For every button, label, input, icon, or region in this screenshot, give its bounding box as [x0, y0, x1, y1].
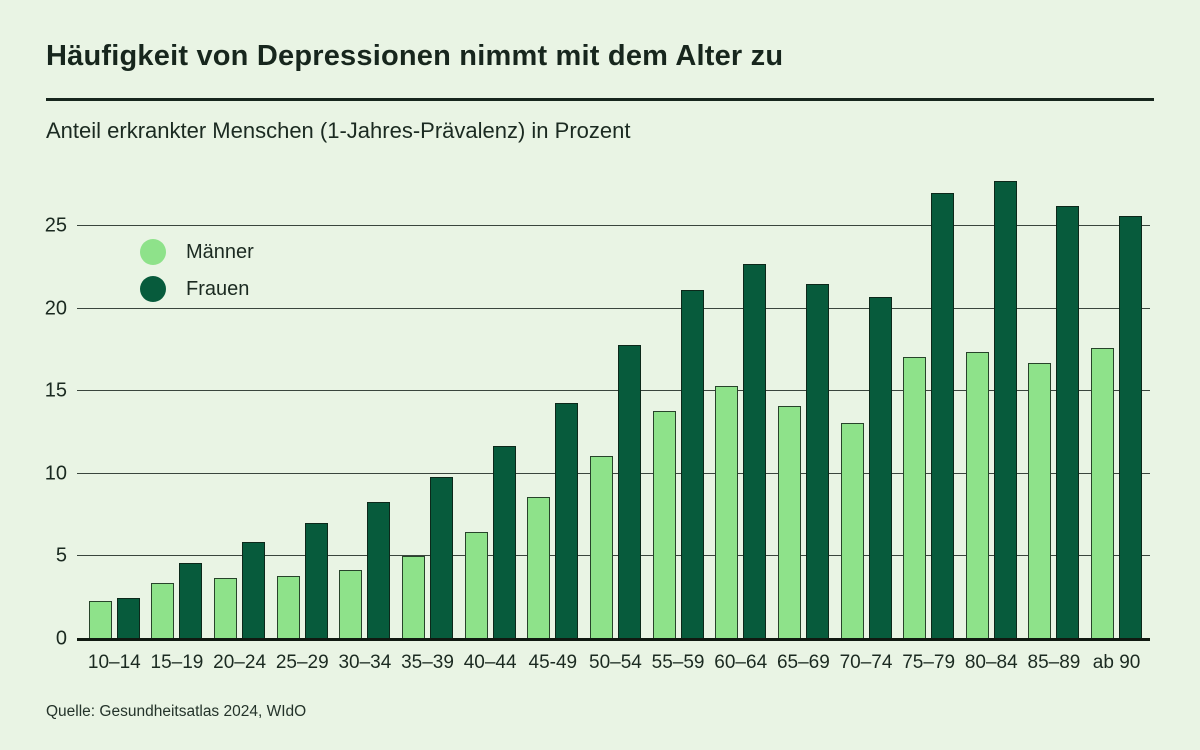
gridline-20 [77, 307, 1150, 309]
bar-maenner-40–44 [464, 532, 488, 639]
bar-group-45-49 [521, 403, 584, 639]
legend-label-maenner: Männer [186, 240, 254, 263]
bar-maenner-85–89 [1028, 363, 1052, 639]
gridline-25 [77, 225, 1150, 226]
legend-item-frauen: Frauen [140, 276, 254, 302]
x-label-20–24: 20–24 [213, 652, 267, 673]
bar-group-20–24 [208, 542, 271, 639]
bar-maenner-20–24 [214, 578, 238, 639]
x-label-85–89: 85–89 [1027, 652, 1081, 673]
bar-group-30–34 [334, 502, 397, 639]
x-label-35–39: 35–39 [401, 652, 454, 673]
bar-maenner-70–74 [840, 423, 864, 639]
legend-swatch-frauen-icon [140, 276, 166, 302]
title-divider [46, 98, 1154, 101]
bar-group-55–59 [647, 290, 710, 639]
bar-frauen-35–39 [430, 477, 454, 639]
bar-maenner-10–14 [88, 601, 112, 639]
bar-maenner-75–79 [903, 357, 927, 639]
bar-frauen-60–64 [743, 264, 767, 639]
bar-group-85–89 [1023, 206, 1086, 639]
source-note: Quelle: Gesundheitsatlas 2024, WIdO [46, 703, 307, 720]
bar-group-50–54 [584, 345, 647, 639]
bar-frauen-ab 90 [1119, 216, 1143, 639]
bar-group-15–19 [146, 563, 209, 639]
bar-group-35–39 [396, 477, 459, 639]
bar-group-65–69 [772, 284, 835, 639]
bar-maenner-30–34 [339, 570, 363, 639]
bar-group-70–74 [835, 297, 898, 639]
bar-maenner-ab 90 [1091, 348, 1115, 639]
bar-maenner-55–59 [652, 411, 676, 639]
bar-frauen-80–84 [993, 181, 1017, 639]
bar-maenner-80–84 [965, 352, 989, 639]
bar-group-25–29 [271, 523, 334, 639]
bar-maenner-50–54 [589, 456, 613, 639]
x-label-75–79: 75–79 [902, 652, 956, 673]
x-label-ab 90: ab 90 [1092, 652, 1141, 673]
bar-frauen-10–14 [116, 598, 140, 639]
bar-frauen-85–89 [1056, 206, 1080, 639]
x-label-65–69: 65–69 [776, 652, 830, 673]
bar-maenner-25–29 [276, 576, 300, 639]
x-label-70–74: 70–74 [839, 652, 893, 673]
x-label-10–14: 10–14 [87, 652, 141, 673]
bar-frauen-55–59 [680, 290, 704, 639]
x-label-50–54: 50–54 [589, 652, 642, 673]
bars-layer [77, 174, 1150, 639]
x-label-40–44: 40–44 [463, 652, 517, 673]
page-title: Häufigkeit von Depressionen nimmt mit de… [46, 40, 784, 72]
legend-label-frauen: Frauen [186, 277, 250, 300]
x-label-80–84: 80–84 [964, 652, 1018, 673]
y-tick-label-0: 0 [55, 627, 67, 650]
bar-maenner-15–19 [151, 583, 175, 639]
y-tick-label-15: 15 [44, 379, 67, 402]
bar-group-ab 90 [1085, 216, 1148, 639]
x-axis-category-labels: 10–14 15–19 20–24 25–29 30–34 35–39 40–44 45-49… [77, 652, 1150, 674]
bar-frauen-70–74 [868, 297, 892, 639]
y-tick-label-25: 25 [44, 214, 67, 237]
gridline-5 [77, 555, 1150, 557]
bar-frauen-50–54 [617, 345, 641, 639]
bar-group-75–79 [897, 193, 960, 639]
y-tick-label-20: 20 [44, 297, 67, 320]
bar-group-80–84 [960, 181, 1023, 639]
chart-subtitle: Anteil erkrankter Menschen (1-Jahres-Prä… [46, 118, 631, 143]
chart-legend: Männer Frauen [140, 239, 254, 302]
legend-swatch-maenner-icon [140, 239, 166, 265]
x-label-30–34: 30–34 [338, 652, 392, 673]
bar-maenner-45-49 [527, 497, 551, 639]
gridline-15 [77, 390, 1150, 392]
bar-frauen-65–69 [805, 284, 829, 639]
gridline-10 [77, 472, 1150, 474]
legend-item-maenner: Männer [140, 239, 254, 265]
bar-group-10–14 [83, 598, 146, 639]
bar-frauen-40–44 [492, 446, 516, 639]
x-label-60–64: 60–64 [714, 652, 768, 673]
bar-frauen-75–79 [931, 193, 955, 639]
bar-frauen-30–34 [367, 502, 391, 639]
bar-frauen-15–19 [179, 563, 203, 639]
bar-group-60–64 [709, 264, 772, 639]
bar-chart-plot-area: 0 5 10 15 20 25 10–14 15–19 20–24 25–29 30–34 35–3… [45, 174, 1150, 673]
x-axis-baseline [77, 638, 1150, 641]
bar-frauen-20–24 [242, 542, 266, 639]
y-tick-label-10: 10 [44, 462, 67, 485]
bar-frauen-45-49 [555, 403, 579, 639]
x-label-25–29: 25–29 [275, 652, 329, 673]
bar-group-40–44 [459, 446, 522, 639]
bar-maenner-35–39 [402, 556, 426, 639]
bar-frauen-25–29 [304, 523, 328, 639]
x-label-15–19: 15–19 [150, 652, 204, 673]
y-tick-label-5: 5 [55, 544, 67, 567]
bar-maenner-60–64 [715, 386, 739, 639]
x-label-55–59: 55–59 [651, 652, 705, 673]
x-label-45-49: 45-49 [528, 652, 578, 673]
bar-maenner-65–69 [777, 406, 801, 639]
